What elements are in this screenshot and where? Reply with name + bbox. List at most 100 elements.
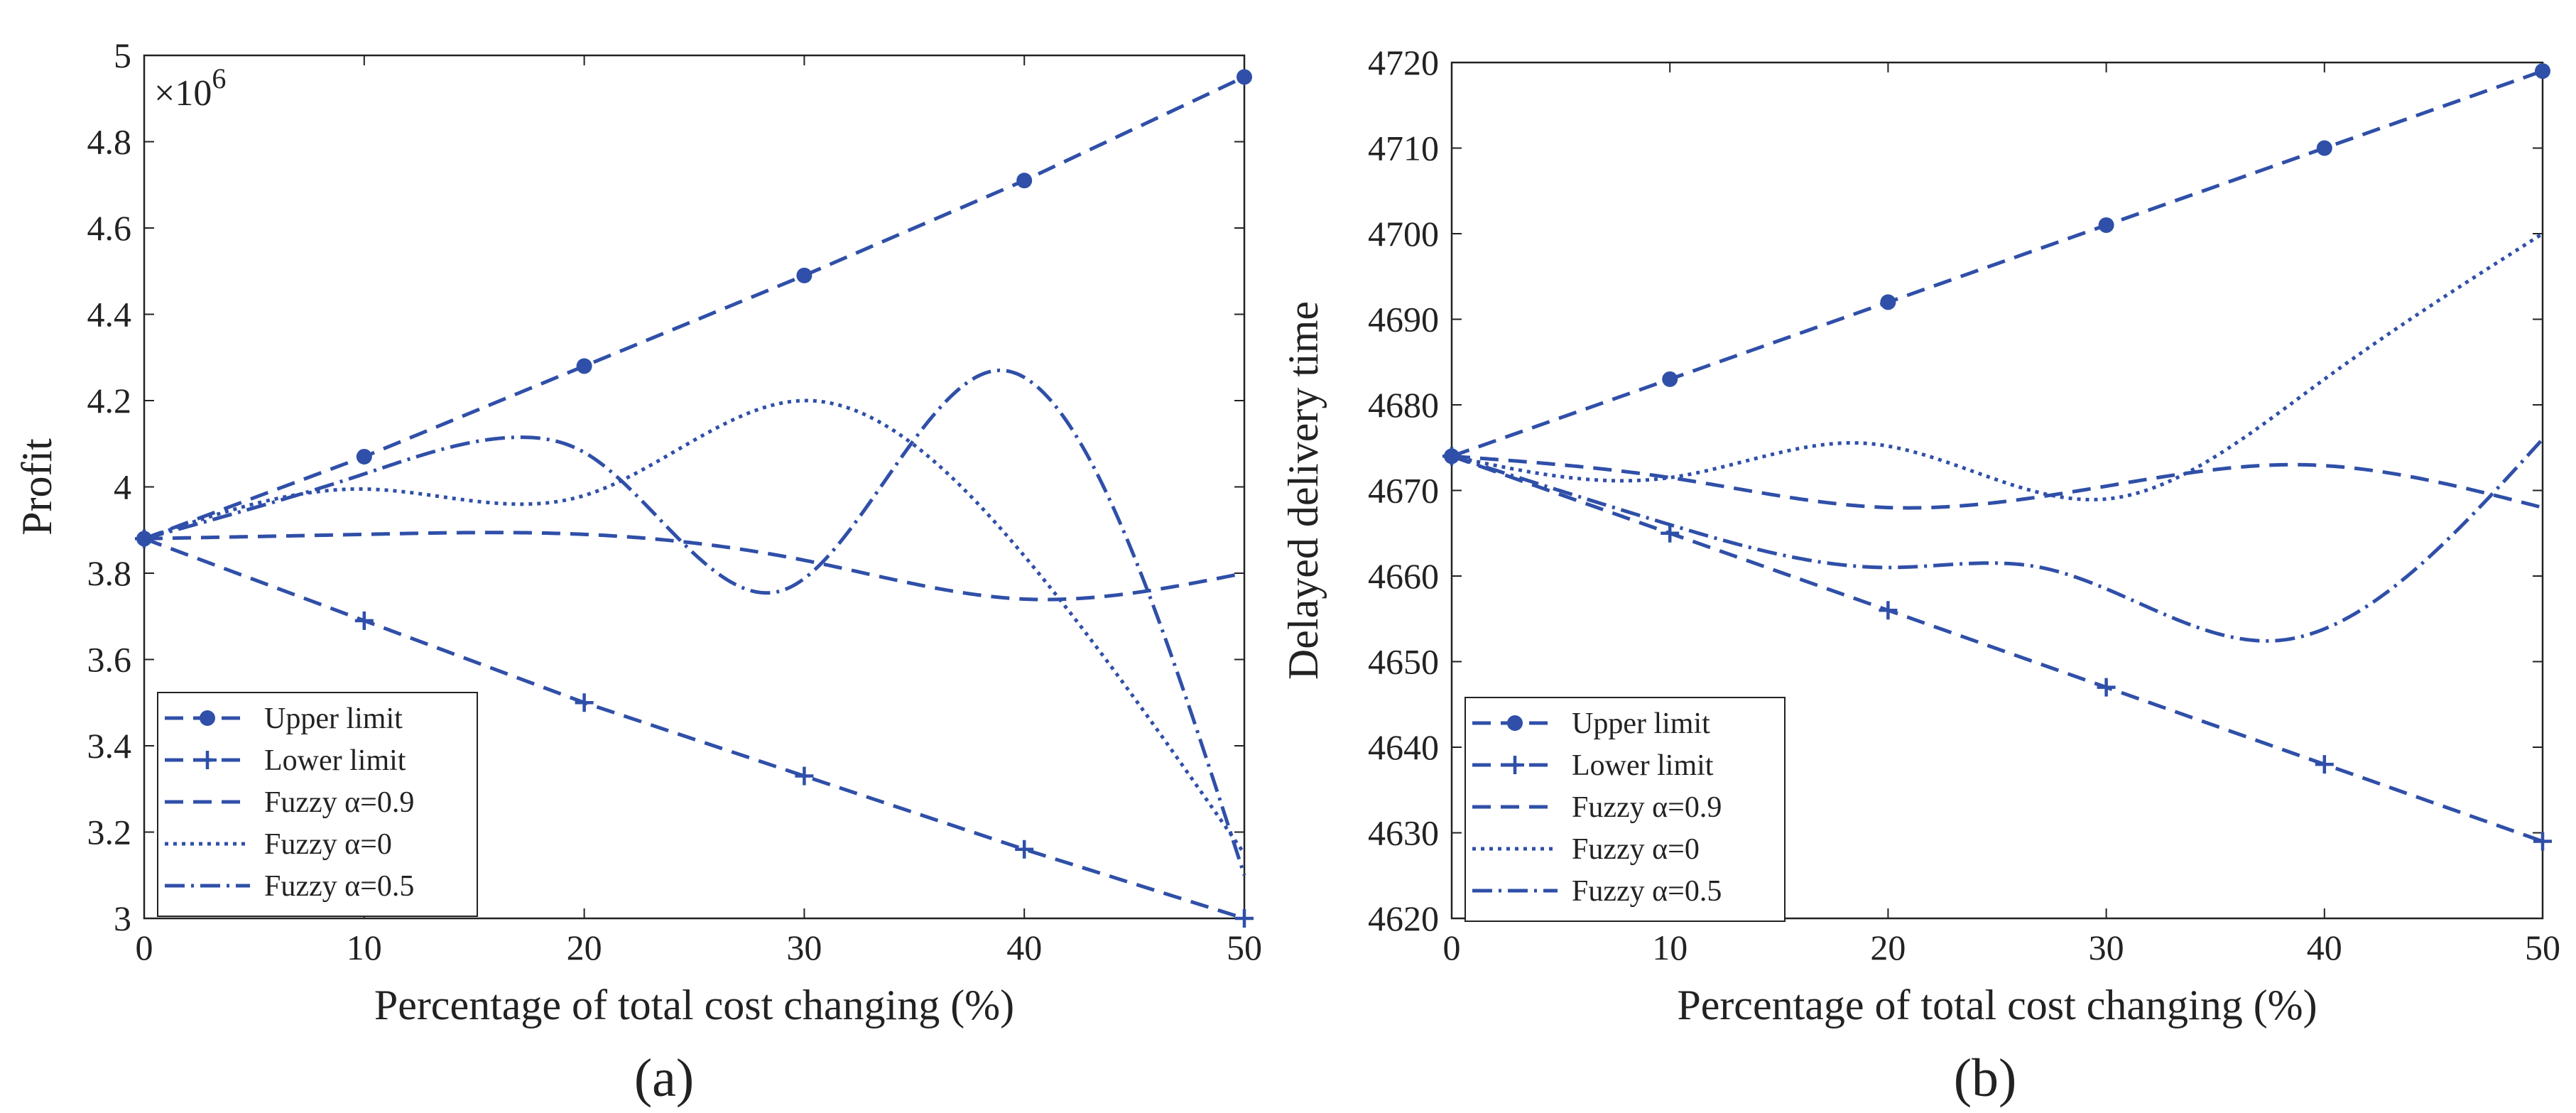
legend-item-fuzzy-0-5: Fuzzy α=0.5 xyxy=(165,870,414,903)
series-line xyxy=(143,537,1245,921)
data-point-marker xyxy=(1661,523,1680,543)
data-point-marker xyxy=(2533,832,2552,851)
legend-item-fuzzy-0-5: Fuzzy α=0.5 xyxy=(1472,875,1722,908)
x-axis-label: Percentage of total cost changing (%) xyxy=(1677,982,2317,1028)
series-fuzzy-0 xyxy=(143,398,1246,855)
data-point-marker xyxy=(1880,294,1896,310)
y-tick-label: 3 xyxy=(114,898,131,938)
y-tick-label: 3.4 xyxy=(87,726,132,766)
x-tick-label: 40 xyxy=(2307,928,2342,967)
series-line xyxy=(1451,438,2544,643)
x-tick-label: 50 xyxy=(2525,928,2560,967)
series-lower-limit xyxy=(1442,447,2552,851)
legend-item-fuzzy-0-9: Fuzzy α=0.9 xyxy=(165,786,414,819)
chart-panel-b: 0 10 20 30 40 50 4620 4630 4640 4650 4660 4670 4680 4… xyxy=(1280,43,2560,1108)
x-tick-label: 10 xyxy=(347,928,382,967)
series-upper-limit xyxy=(1444,63,2550,465)
legend-label: Fuzzy α=0.9 xyxy=(264,786,414,819)
y-tick-label: 3.8 xyxy=(87,553,132,593)
data-point-marker xyxy=(2315,755,2334,774)
data-point-marker xyxy=(1879,601,1898,620)
legend-marker xyxy=(1507,715,1523,731)
legend-marker xyxy=(200,710,215,726)
series-fuzzy-0-9 xyxy=(1451,454,2543,510)
legend-label: Fuzzy α=0.9 xyxy=(1572,791,1722,824)
data-point-marker xyxy=(1662,371,1678,387)
x-tick-label: 30 xyxy=(2089,928,2124,967)
y-tick-label: 3.2 xyxy=(87,813,132,852)
x-tick-label: 0 xyxy=(136,928,153,967)
legend-label: Fuzzy α=0 xyxy=(1572,833,1700,866)
series-fuzzy-0-9 xyxy=(143,531,1245,602)
y-tick-label: 4680 xyxy=(1368,385,1439,425)
x-tick-label: 20 xyxy=(567,928,602,967)
y-tick-label: 3.6 xyxy=(87,640,132,680)
data-point-marker xyxy=(796,267,813,283)
y-tick-label: 5 xyxy=(114,36,131,75)
y-multiplier-label: ×106 xyxy=(154,63,226,114)
series-line xyxy=(1451,454,2543,510)
y-axis-label: Delayed delivery time xyxy=(1280,301,1327,680)
y-tick-label: 4660 xyxy=(1368,556,1439,596)
y-tick-label: 4640 xyxy=(1368,727,1439,767)
series-lower-limit xyxy=(135,529,1254,928)
legend-item-lower-limit: Lower limit xyxy=(165,744,406,777)
legend-item-fuzzy-0: Fuzzy α=0 xyxy=(1472,833,1700,866)
series-upper-limit xyxy=(136,69,1252,547)
chart-panel-a: 0 10 20 30 40 50 3 3.2 3.4 3.6 3.8 4 4.2 4.4 4.6 4.8 5 Pe… xyxy=(13,36,1262,1108)
data-point-marker xyxy=(356,448,372,465)
legend: Upper limit Lower limit Fuzzy α=0.9 Fuzzy α… xyxy=(1464,697,1786,922)
series-line xyxy=(143,368,1246,876)
legend-item-lower-limit: Lower limit xyxy=(1472,749,1714,782)
series-fuzzy-0 xyxy=(1451,232,2544,501)
series-fuzzy-0-5 xyxy=(143,368,1246,876)
data-point-marker xyxy=(1235,909,1254,928)
legend-box xyxy=(157,692,478,917)
data-point-marker xyxy=(2535,63,2550,80)
y-tick-label: 4700 xyxy=(1368,214,1439,254)
data-point-marker xyxy=(2097,678,2116,697)
data-point-marker xyxy=(2316,140,2332,156)
y-tick-label: 4.2 xyxy=(87,381,132,420)
legend-label: Fuzzy α=0 xyxy=(264,828,392,861)
data-point-marker xyxy=(795,766,814,786)
x-tick-label: 40 xyxy=(1006,928,1042,967)
legend-item-upper-limit: Upper limit xyxy=(165,702,403,735)
legend-label: Upper limit xyxy=(264,702,403,735)
legend-label: Upper limit xyxy=(1572,707,1710,740)
x-axis-label: Percentage of total cost changing (%) xyxy=(374,982,1014,1028)
data-point-marker xyxy=(1016,173,1033,189)
series-line xyxy=(143,531,1245,602)
legend-label: Fuzzy α=0.5 xyxy=(1572,875,1722,908)
y-tick-label: 4650 xyxy=(1368,642,1439,682)
series-line xyxy=(1451,69,2543,458)
legend-item-fuzzy-0: Fuzzy α=0 xyxy=(165,828,392,861)
legend-label: Fuzzy α=0.5 xyxy=(264,870,414,903)
series-line xyxy=(1451,454,2543,843)
legend-item-upper-limit: Upper limit xyxy=(1472,707,1710,740)
y-tick-label: 4.8 xyxy=(87,122,132,162)
data-point-marker xyxy=(354,611,374,630)
series-line xyxy=(143,75,1246,541)
data-point-marker xyxy=(1015,840,1034,859)
legend: Upper limit Lower limit Fuzzy α=0.9 Fuzzy α… xyxy=(157,692,478,917)
y-tick-label: 4 xyxy=(114,467,131,507)
y-tick-label: 4710 xyxy=(1368,129,1439,168)
y-axis-label: Profit xyxy=(13,438,60,536)
y-tick-label: 4620 xyxy=(1368,898,1439,938)
y-tick-label: 4.6 xyxy=(87,208,132,248)
data-point-marker xyxy=(576,358,592,374)
x-tick-label: 30 xyxy=(786,928,822,967)
y-tick-label: 4630 xyxy=(1368,813,1439,853)
y-tick-label: 4720 xyxy=(1368,43,1439,82)
legend-box xyxy=(1464,697,1786,922)
series-line xyxy=(1451,232,2544,501)
legend-marker xyxy=(198,751,217,769)
y-tick-label: 4.4 xyxy=(87,295,132,335)
legend-label: Lower limit xyxy=(264,744,406,777)
legend-marker xyxy=(1506,756,1524,774)
x-tick-label: 10 xyxy=(1652,928,1688,967)
data-point-marker xyxy=(2098,217,2114,233)
subplot-label: (a) xyxy=(634,1048,694,1108)
